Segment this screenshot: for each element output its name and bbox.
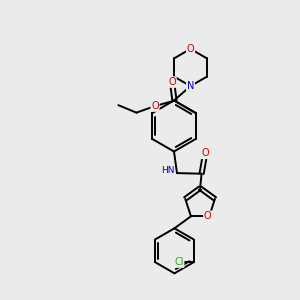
Text: O: O — [151, 101, 159, 111]
Text: HN: HN — [161, 166, 174, 175]
Text: O: O — [204, 211, 212, 221]
Text: Cl: Cl — [174, 257, 184, 267]
Text: N: N — [187, 81, 194, 91]
Text: O: O — [201, 148, 209, 158]
Text: O: O — [168, 77, 176, 87]
Text: O: O — [187, 44, 194, 54]
